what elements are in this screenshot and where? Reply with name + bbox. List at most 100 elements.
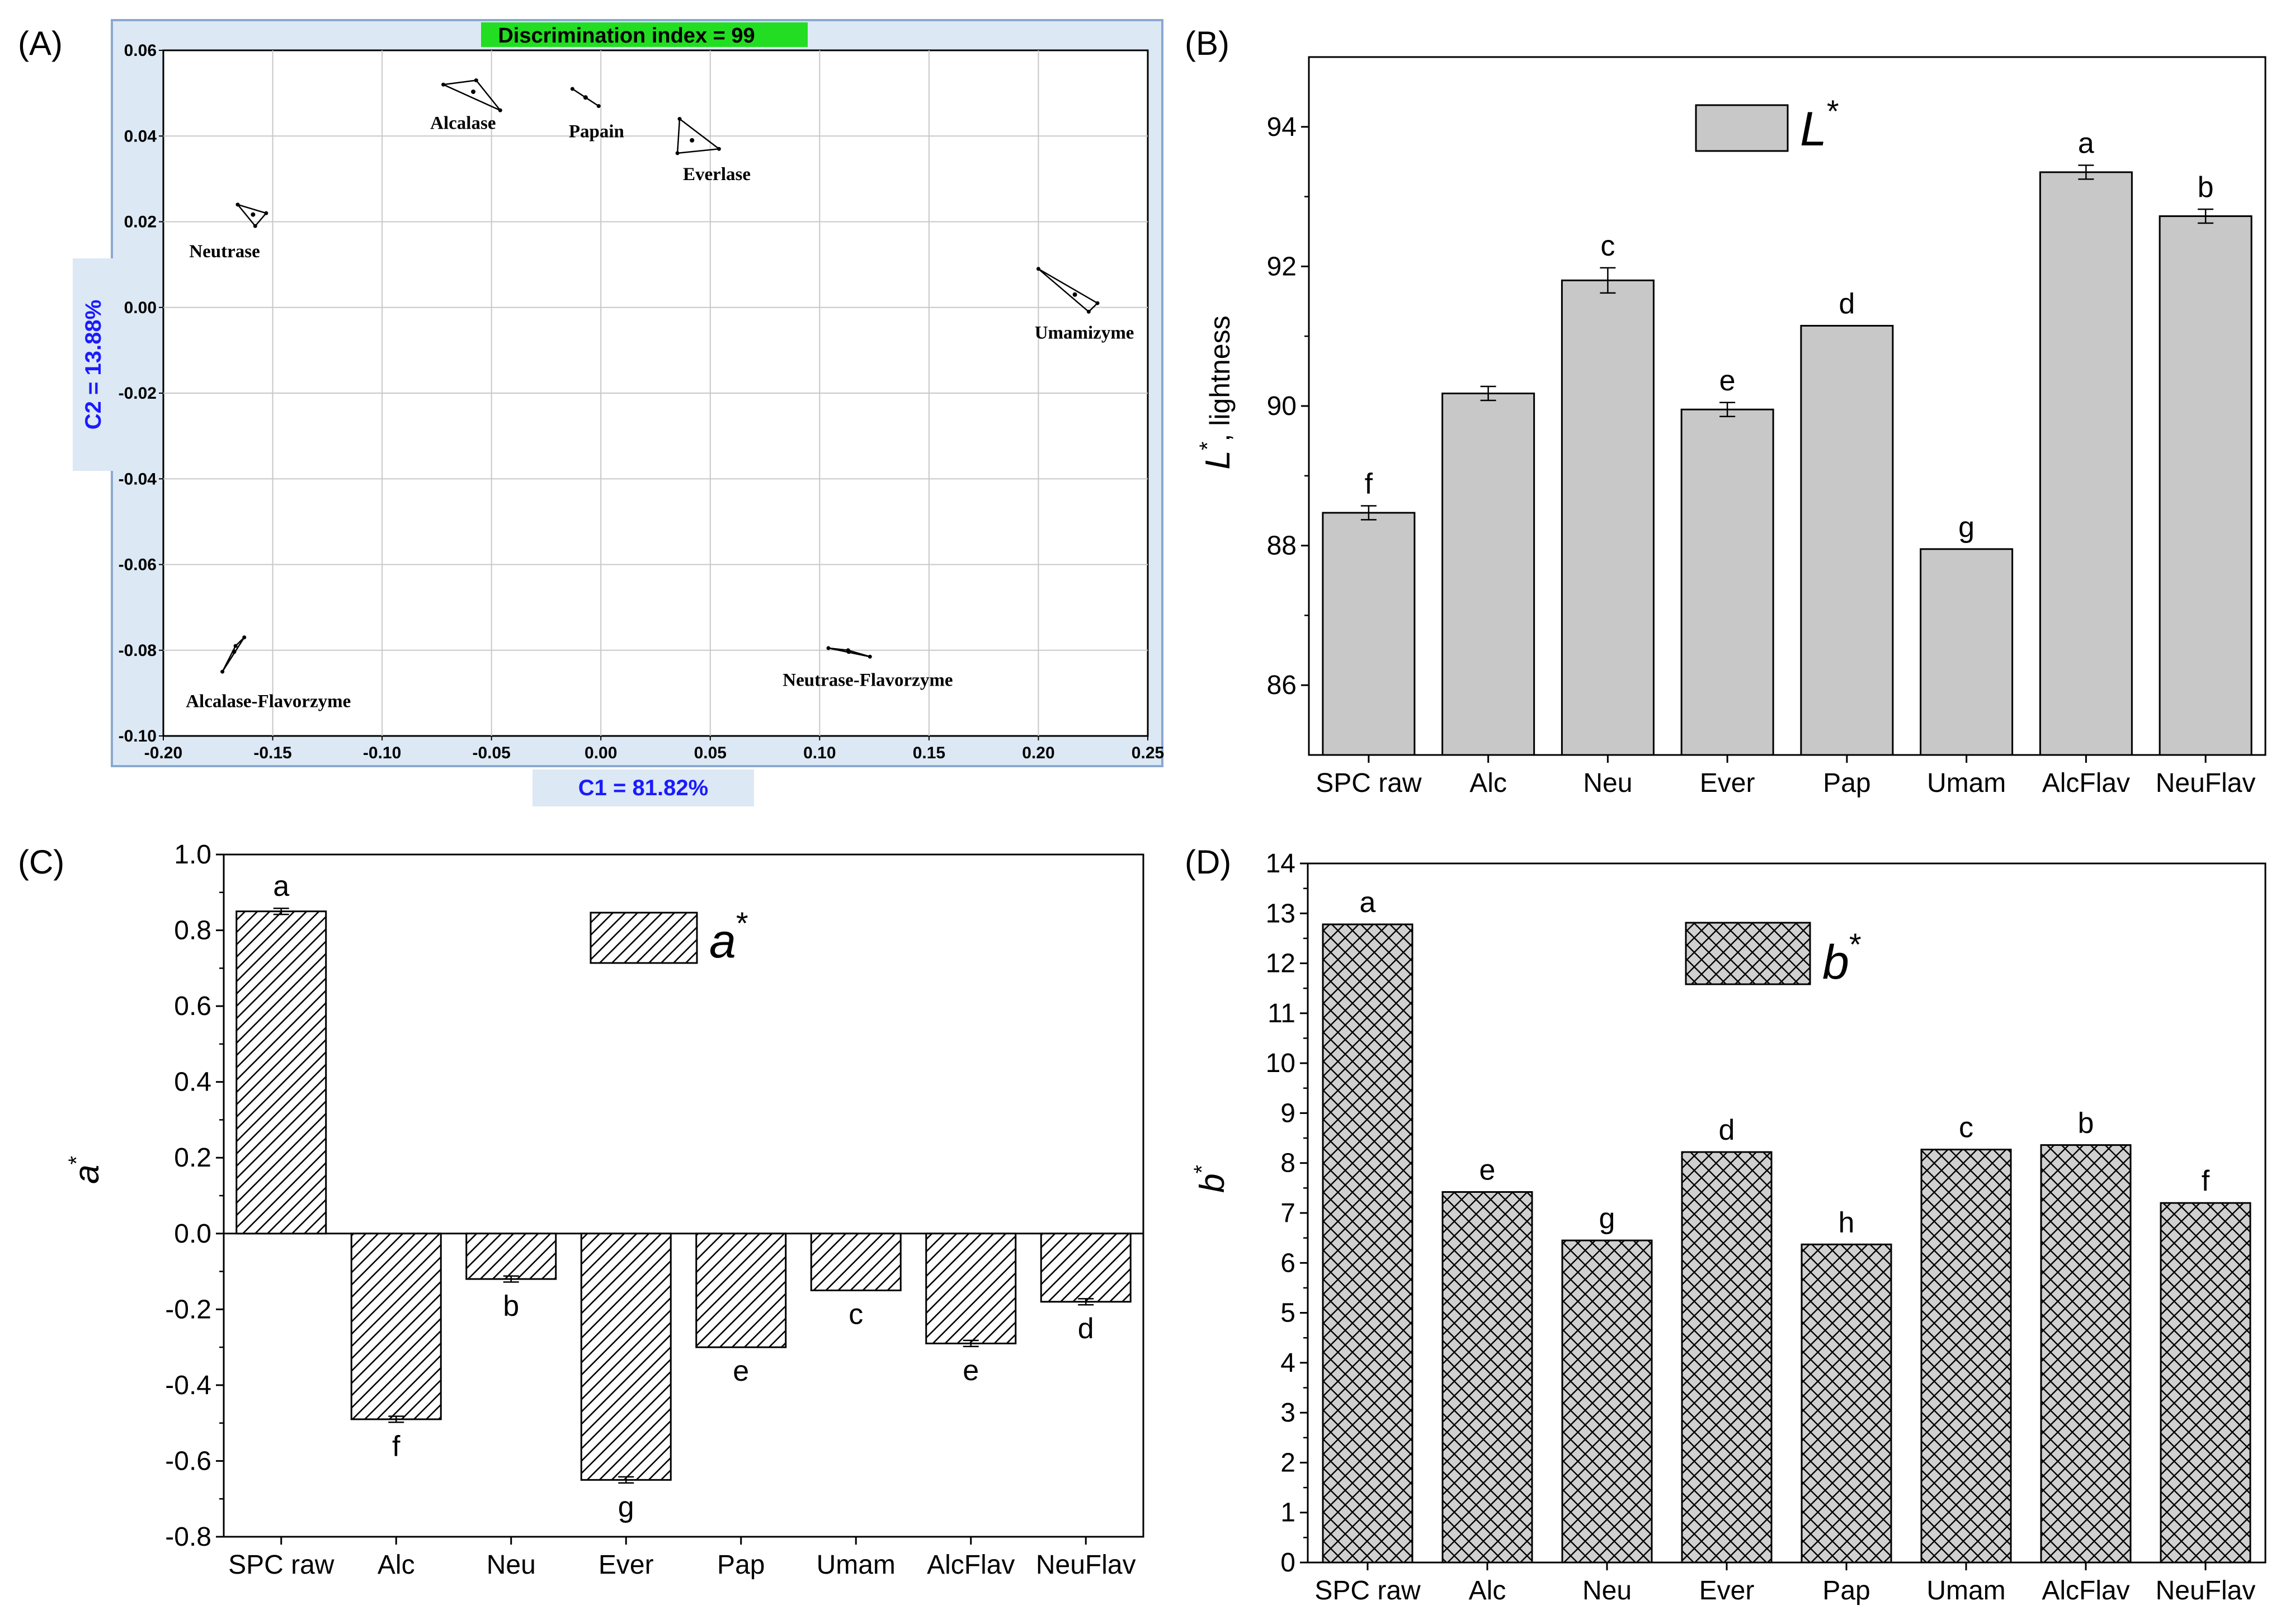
y-tick-label: 10: [1266, 1049, 1295, 1078]
bar-neu: [465, 1233, 557, 1280]
x-tick-label: Neu: [1583, 768, 1632, 798]
lda-group-label: Papain: [569, 122, 624, 142]
y-tick-label: 1: [1280, 1498, 1295, 1528]
legend-swatch: [1695, 104, 1789, 152]
x-tick-label: AlcFlav: [927, 1550, 1015, 1580]
bar-pap: [1801, 1243, 1892, 1564]
y-tick-label: 90: [1267, 391, 1297, 421]
lda-centroid: [232, 649, 237, 654]
lda-x-tick-label: 0.25: [1132, 744, 1164, 762]
y-tick-label: 13: [1266, 899, 1295, 928]
bar-ever: [1681, 1151, 1773, 1564]
y-axis-title-var: L: [1199, 450, 1237, 469]
y-tick-label: 2: [1280, 1448, 1295, 1477]
lda-group-alcalase-flavorzyme: Alcalase-Flavorzyme: [186, 635, 351, 712]
significance-letter: e: [1719, 365, 1736, 397]
x-tick-label: Neu: [1582, 1576, 1632, 1606]
x-tick-label: Ever: [1700, 768, 1755, 798]
lda-group-triangle: [1038, 268, 1099, 313]
legend-sup: *: [1849, 927, 1862, 962]
bar-umam: [810, 1233, 902, 1291]
legend-label: b*: [1822, 927, 1862, 989]
x-tick-label: NeuFlav: [2156, 768, 2256, 798]
y-axis-title-sup: *: [64, 1156, 89, 1165]
significance-letter: e: [1479, 1154, 1496, 1187]
lda-point: [1095, 301, 1100, 305]
significance-letter: f: [392, 1430, 400, 1462]
panel-label-d: (D): [1185, 843, 1231, 881]
significance-letter: e: [733, 1355, 749, 1387]
lda-centroid: [251, 212, 256, 217]
lda-point: [474, 78, 478, 83]
significance-letter: a: [273, 870, 289, 903]
lda-x-tick-label: 0.20: [1022, 744, 1054, 762]
lda-point: [717, 147, 721, 151]
lda-groups: Alcalase Papain Everlase Neutrase Umamizyme A…: [186, 78, 1134, 712]
legend-label: a*: [709, 905, 748, 968]
y-tick-label: 1.0: [174, 840, 211, 870]
panel-label-b: (B): [1185, 25, 1229, 62]
bar-spc-raw: [1322, 512, 1416, 756]
y-tick-label: 4: [1280, 1348, 1295, 1378]
legend-var: b: [1822, 936, 1849, 989]
lda-point: [826, 646, 831, 650]
bar-neu: [1561, 1239, 1653, 1564]
lda-gridlines: [159, 50, 1148, 740]
lda-group-papain: Papain: [569, 87, 624, 142]
bar-neu: [1561, 279, 1655, 756]
lda-group-label: Alcalase: [430, 113, 496, 133]
bar-alc: [1441, 393, 1535, 756]
lda-point: [233, 644, 238, 648]
x-tick-label: Umam: [1926, 1576, 2005, 1606]
y-tick-label: 8: [1280, 1149, 1295, 1178]
panel-label-a: (A): [18, 25, 63, 62]
bar-alcflav: [2039, 171, 2133, 756]
x-tick-label: SPC raw: [228, 1550, 334, 1580]
x-tick-label: Pap: [1823, 768, 1870, 798]
discrimination-banner: [481, 22, 808, 47]
lda-x-tick-label: -0.20: [144, 744, 182, 762]
lda-centroid: [1072, 292, 1077, 297]
bar-neuflav: [1040, 1233, 1132, 1303]
bar-ever: [580, 1233, 672, 1481]
lda-x-tick-label: 0.15: [913, 744, 945, 762]
lda-point: [1036, 267, 1040, 271]
y-tick-label: 0.8: [174, 916, 211, 946]
bar-neuflav: [2160, 1202, 2251, 1564]
x-tick-label: Pap: [1822, 1576, 1870, 1606]
y-axis-title-rest: , lightness: [1204, 315, 1236, 441]
significance-letter: a: [2078, 127, 2094, 159]
discrimination-banner-text: Discrimination index = 99: [498, 24, 755, 48]
significance-letter: g: [618, 1491, 634, 1523]
lda-group-neutrase: Neutrase: [189, 202, 268, 262]
significance-letter: d: [1719, 1114, 1735, 1146]
lda-y-axis-title-box: [73, 258, 113, 471]
legend: a*: [590, 905, 748, 968]
legend-sup: *: [736, 905, 748, 941]
x-tick-label: Umam: [817, 1550, 896, 1580]
lda-group-label: Alcalase-Flavorzyme: [186, 692, 351, 712]
lda-group-triangle: [441, 79, 501, 111]
y-tick-label: -0.4: [165, 1371, 211, 1400]
lda-group-everlase: Everlase: [675, 117, 751, 185]
y-tick-label: 3: [1280, 1398, 1295, 1428]
bar-umam: [1920, 548, 2014, 756]
lda-centroid: [471, 89, 476, 95]
x-tick-label: AlcFlav: [2042, 1576, 2129, 1606]
y-tick-label: -0.2: [165, 1295, 211, 1324]
lda-point: [868, 654, 872, 659]
y-axis-title-sup: *: [1190, 1165, 1214, 1174]
y-axis-title-var: b: [1193, 1174, 1232, 1193]
y-tick-label: 7: [1280, 1198, 1295, 1228]
lda-y-tick-label: -0.10: [119, 727, 157, 745]
bar-umam: [1920, 1149, 2012, 1564]
significance-letter: g: [1958, 511, 1975, 544]
significance-letter: h: [1839, 1206, 1855, 1239]
lda-group-label: Neutrase-Flavorzyme: [783, 670, 953, 690]
lda-point: [498, 108, 502, 112]
lda-group-neutrase-flavorzyme: Neutrase-Flavorzyme: [783, 646, 953, 690]
significance-letter: f: [1365, 468, 1373, 500]
bar-alc: [350, 1233, 442, 1420]
